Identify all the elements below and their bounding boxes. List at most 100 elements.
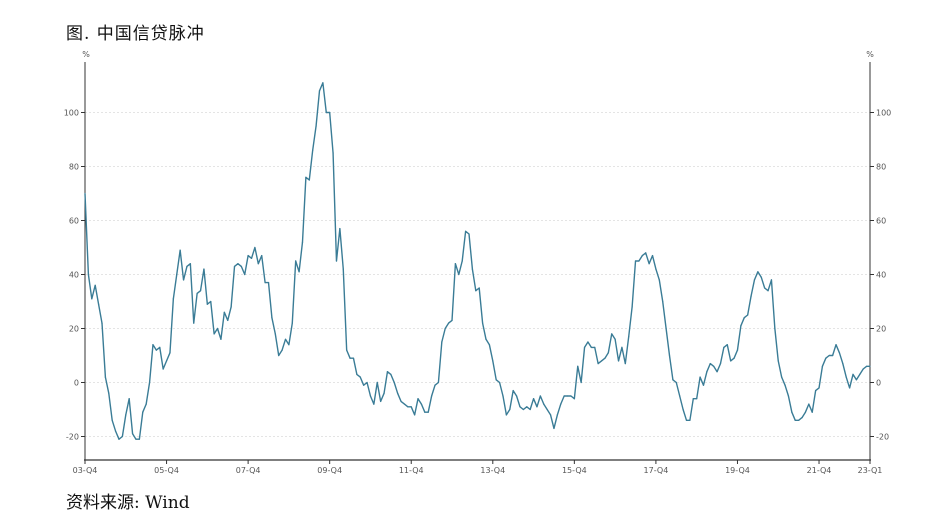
data-point [295,260,297,262]
data-point [583,346,586,348]
data-point [159,346,161,348]
data-point [233,265,236,267]
x-tick-label: 17-Q4 [644,466,669,475]
data-point [532,398,535,400]
data-point [825,357,827,359]
data-point [101,322,103,324]
data-point [706,371,708,373]
data-point [607,352,609,354]
y-tick-label-right: 40 [876,271,886,280]
data-point [781,376,783,378]
x-tick-label: 03-Q4 [73,466,98,475]
data-point [600,360,603,362]
data-point [709,363,711,365]
data-point [176,273,178,276]
data-point [546,408,548,411]
data-point [682,408,684,411]
data-point [702,384,705,386]
data-point [478,287,480,289]
data-point [566,395,569,397]
y-axis-left-ticks: 100 80 60 40 20 0 -20 [64,109,85,442]
data-point [730,360,732,362]
data-point [849,387,851,389]
y-tick-label-right: 60 [876,217,886,226]
data-point [485,338,487,340]
data-point [838,352,841,354]
data-point [227,319,229,321]
data-point [318,90,321,92]
data-point [373,403,375,405]
data-point [179,249,181,251]
data-point [549,414,552,416]
data-point [536,406,538,408]
data-point [515,395,518,397]
data-point [315,125,317,127]
data-point [628,336,630,338]
data-point [679,395,681,397]
data-point [764,287,766,289]
data-point [223,311,225,313]
data-point [349,357,351,359]
data-point [757,271,759,273]
data-point [604,357,606,359]
data-point [760,276,762,278]
data-point [335,260,338,262]
data-point [631,306,633,308]
y-tick-label-left: 60 [69,217,79,226]
data-point [859,373,861,375]
data-point [862,368,864,370]
x-axis-ticks: 03-Q4 05-Q4 07-Q4 09-Q4 11-Q4 13-Q4 15-Q4 17-Q4… [73,460,883,475]
data-point [380,400,382,402]
data-point [111,419,113,421]
axes: % % [82,50,874,461]
data-point [828,354,830,357]
y-tick-label-right: 20 [876,325,886,334]
data-point [570,395,572,397]
data-point [145,403,147,405]
data-point [240,265,242,267]
data-point [716,371,718,373]
data-point [431,395,433,397]
data-point [495,379,497,381]
data-point [366,381,368,384]
data-point [397,392,399,394]
data-point [750,295,752,297]
data-point [675,381,677,384]
data-point [733,357,735,359]
data-point [580,381,582,384]
data-point [451,319,453,321]
data-point [832,354,834,357]
data-point [815,390,817,392]
data-point [855,379,858,381]
data-point [210,300,212,303]
data-point [97,303,100,305]
y-tick-label-left: -20 [66,433,79,442]
data-point [770,279,773,281]
y-axis-right-ticks: 100 80 60 40 20 0 -20 [870,109,891,442]
x-tick-label: 23-Q1 [858,466,883,475]
data-point [125,414,127,416]
data-point [539,395,541,397]
data-point [794,419,796,421]
data-point [155,349,157,351]
data-point [284,338,287,340]
data-point [244,273,246,276]
x-tick-label: 05-Q4 [154,466,179,475]
data-point [723,346,725,348]
data-point [437,381,440,384]
data-point [393,381,395,384]
data-point [414,414,416,416]
data-point [213,333,215,335]
data-point [767,290,769,292]
data-point [753,279,756,281]
gridlines [85,112,870,437]
data-point [869,365,871,367]
data-point [131,433,134,435]
data-point [346,349,348,351]
data-point [577,365,579,367]
data-point [509,408,511,411]
data-point [182,279,185,281]
data-point [165,360,168,362]
data-point [288,344,290,346]
data-point [726,344,728,346]
